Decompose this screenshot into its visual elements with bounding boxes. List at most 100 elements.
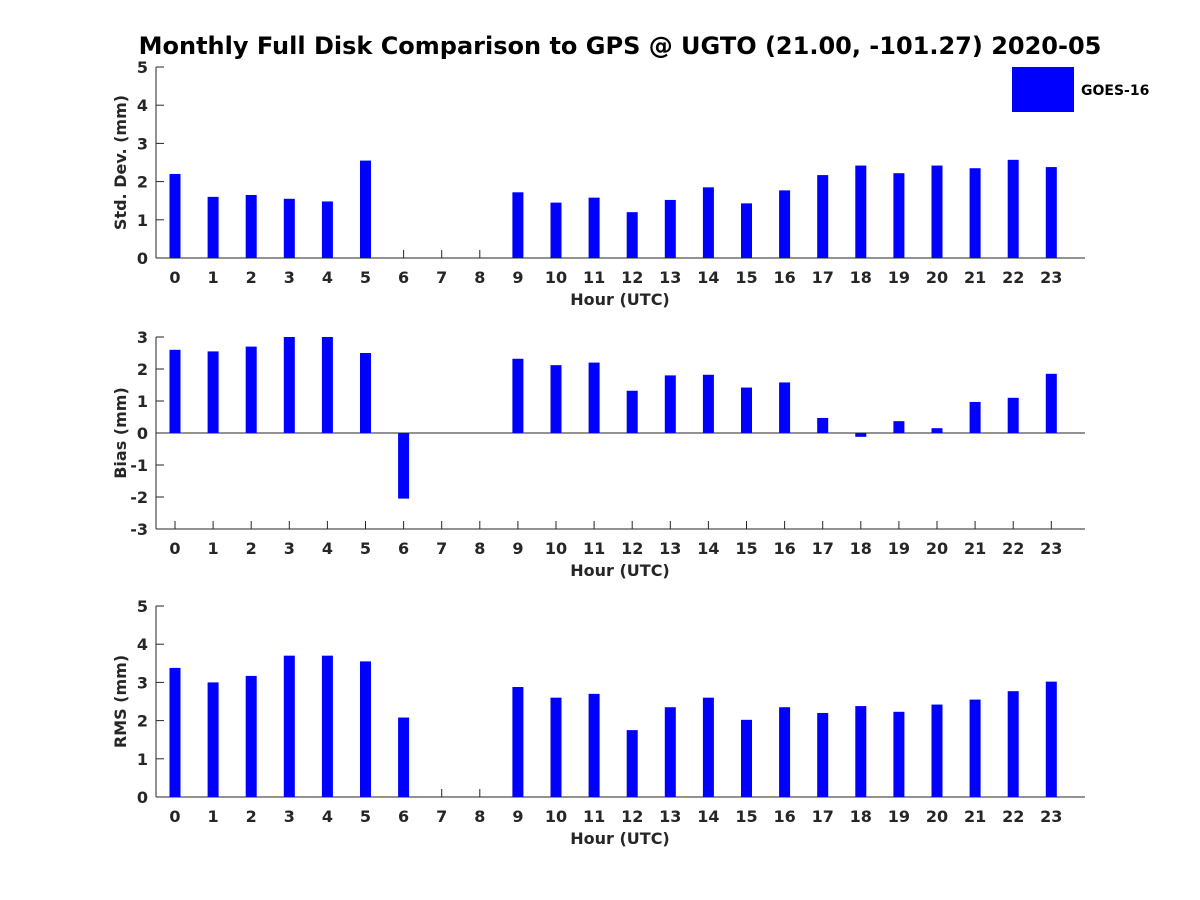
bar <box>169 667 181 797</box>
bar <box>626 730 638 797</box>
x-tick-label: 6 <box>398 807 409 826</box>
legend: GOES-16 <box>1012 67 1149 112</box>
x-tick-label: 14 <box>697 539 719 558</box>
bar <box>588 362 600 433</box>
x-tick-label: 1 <box>208 807 219 826</box>
x-tick-label: 2 <box>246 268 257 287</box>
x-tick-label: 4 <box>322 539 333 558</box>
bar <box>931 704 943 797</box>
bar <box>817 417 829 433</box>
x-tick-label: 19 <box>888 539 910 558</box>
bar <box>245 675 257 797</box>
bar <box>702 187 714 258</box>
x-tick-label: 0 <box>169 539 180 558</box>
y-tick-label: 3 <box>137 134 148 153</box>
x-tick-label: 21 <box>964 807 986 826</box>
x-tick-label: 0 <box>169 807 180 826</box>
x-tick-label: 11 <box>583 539 605 558</box>
bar <box>1045 373 1057 433</box>
bar <box>1045 681 1057 797</box>
x-axis-label: Hour (UTC) <box>570 561 670 580</box>
y-tick-label: 0 <box>137 249 148 268</box>
x-tick-label: 23 <box>1040 807 1062 826</box>
x-tick-label: 21 <box>964 539 986 558</box>
bar <box>283 337 295 433</box>
x-tick-label: 22 <box>1002 807 1024 826</box>
x-tick-label: 21 <box>964 268 986 287</box>
x-tick-label: 4 <box>322 268 333 287</box>
bar <box>893 711 905 797</box>
y-tick-label: 3 <box>137 673 148 692</box>
x-tick-label: 9 <box>512 807 523 826</box>
x-tick-label: 4 <box>322 807 333 826</box>
bar <box>512 192 524 258</box>
bar <box>702 374 714 433</box>
bar <box>1007 397 1019 433</box>
x-tick-label: 11 <box>583 268 605 287</box>
bar <box>398 717 410 797</box>
bar <box>626 390 638 433</box>
x-tick-label: 18 <box>850 539 872 558</box>
x-tick-label: 1 <box>208 268 219 287</box>
x-tick-label: 22 <box>1002 268 1024 287</box>
bar <box>283 198 295 258</box>
chart-title: Monthly Full Disk Comparison to GPS @ UG… <box>139 32 1102 60</box>
bar <box>207 682 219 797</box>
x-tick-label: 22 <box>1002 539 1024 558</box>
bar <box>550 365 562 433</box>
x-tick-label: 2 <box>246 807 257 826</box>
bar <box>398 433 410 499</box>
bar <box>779 190 791 258</box>
bar <box>321 201 333 258</box>
bar <box>779 382 791 433</box>
y-tick-label: 2 <box>137 173 148 192</box>
x-axis-label: Hour (UTC) <box>570 290 670 309</box>
x-tick-label: 16 <box>773 807 795 826</box>
bar <box>741 387 752 433</box>
x-tick-label: 12 <box>621 539 643 558</box>
x-tick-label: 13 <box>659 807 681 826</box>
bar <box>321 337 333 433</box>
x-tick-label: 8 <box>474 268 485 287</box>
x-tick-label: 17 <box>812 268 834 287</box>
bar <box>779 707 791 797</box>
x-tick-label: 10 <box>545 807 567 826</box>
x-tick-label: 3 <box>284 268 295 287</box>
x-tick-label: 8 <box>474 539 485 558</box>
x-tick-label: 15 <box>735 539 757 558</box>
x-tick-label: 12 <box>621 807 643 826</box>
bar <box>893 173 905 258</box>
y-tick-label: 0 <box>137 788 148 807</box>
bar <box>169 349 181 433</box>
bar <box>321 655 333 797</box>
bar <box>512 358 524 433</box>
bar <box>360 661 371 797</box>
x-tick-label: 11 <box>583 807 605 826</box>
x-tick-label: 16 <box>773 268 795 287</box>
bar <box>1007 691 1019 797</box>
bar <box>893 421 905 433</box>
x-tick-label: 13 <box>659 268 681 287</box>
bar <box>969 699 981 797</box>
bar <box>969 168 981 258</box>
legend-swatch <box>1012 67 1074 112</box>
bar <box>969 401 981 433</box>
x-tick-label: 6 <box>398 539 409 558</box>
bar <box>550 697 562 797</box>
y-axis-label: Std. Dev. (mm) <box>111 95 130 230</box>
x-tick-label: 9 <box>512 539 523 558</box>
bar <box>931 165 943 258</box>
bar <box>1045 167 1057 258</box>
x-tick-label: 0 <box>169 268 180 287</box>
y-tick-label: 5 <box>137 597 148 616</box>
x-tick-label: 6 <box>398 268 409 287</box>
bar <box>588 197 600 258</box>
y-tick-label: 1 <box>137 750 148 769</box>
y-axis-label: RMS (mm) <box>111 655 130 748</box>
x-tick-label: 7 <box>436 539 447 558</box>
x-tick-label: 14 <box>697 268 719 287</box>
